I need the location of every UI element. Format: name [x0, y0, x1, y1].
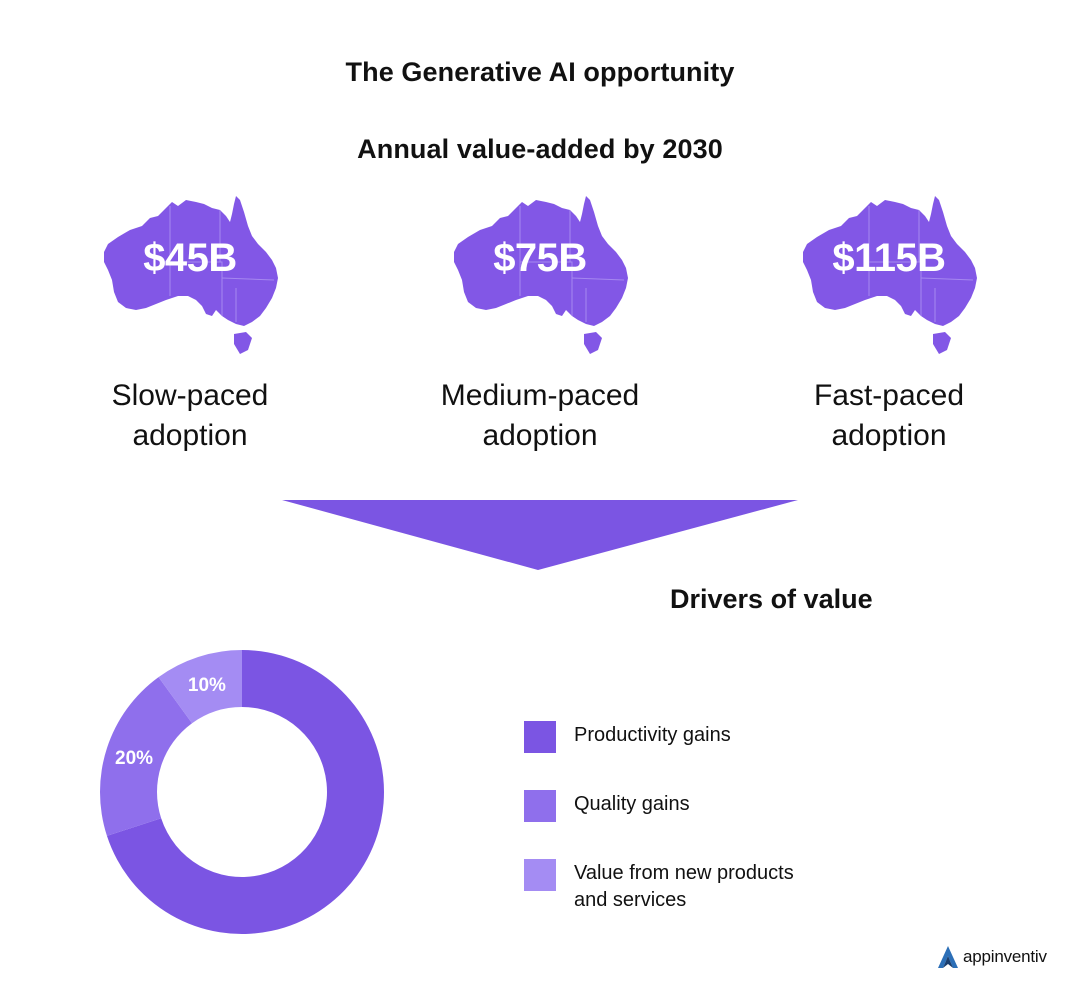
legend-swatch-new-products	[524, 859, 556, 891]
legend-swatch-productivity	[524, 721, 556, 753]
value-amount-medium: $75B	[493, 236, 587, 280]
page-subtitle: Annual value-added by 2030	[357, 134, 723, 164]
scenario-label-medium: Medium-paced adoption	[440, 379, 640, 452]
legend-label-quality: Quality gains	[574, 793, 690, 815]
donut-label-productivity: 70%	[340, 902, 384, 927]
legend-swatch-quality	[524, 790, 556, 822]
brand-logo: appinventiv	[936, 944, 1047, 970]
legend-label-productivity: Productivity gains	[574, 724, 731, 746]
legend-item-quality: Quality gains	[524, 790, 834, 822]
value-amount-fast: $115B	[832, 236, 946, 280]
value-amount-slow: $45B	[143, 236, 237, 280]
scenario-medium: $75B Medium-paced adoption	[410, 192, 670, 456]
down-arrow-icon	[282, 500, 798, 570]
scenario-label-fast: Fast-paced adoption	[813, 379, 965, 452]
drivers-title: Drivers of value	[670, 584, 873, 614]
australia-map-medium: $75B	[450, 192, 630, 362]
appinventiv-logo-icon	[938, 946, 958, 968]
donut-slice-quality	[99, 677, 193, 836]
donut-label-new-products: 10%	[188, 675, 226, 696]
australia-map-fast: $115B	[799, 192, 979, 362]
scenario-slow: $45B Slow-paced adoption	[60, 192, 320, 456]
donut-chart: 70% 20% 10%	[99, 650, 384, 934]
donut-label-quality: 20%	[115, 748, 153, 769]
page-title: The Generative AI opportunity	[345, 57, 735, 87]
brand-name: appinventiv	[963, 947, 1047, 966]
australia-map-slow: $45B	[100, 192, 280, 362]
donut-slice-new-products	[158, 650, 242, 724]
scenario-label-slow: Slow-paced adoption	[111, 379, 269, 452]
scenario-fast: $115B Fast-paced adoption	[759, 192, 1019, 456]
legend-item-new-products: Value from new products and services	[524, 859, 834, 914]
legend-label-new-products: Value from new products and services	[574, 862, 794, 911]
legend-item-productivity: Productivity gains	[524, 721, 834, 753]
donut-slice-productivity	[106, 650, 384, 934]
